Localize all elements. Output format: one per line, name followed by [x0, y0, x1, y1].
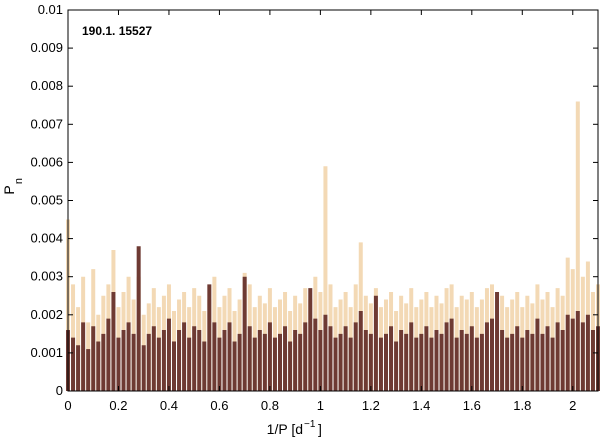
x-tick-label: 0.8 — [261, 398, 279, 413]
x-tick-label: 2 — [569, 398, 576, 413]
y-label: P — [1, 185, 17, 194]
y-label-sub: n — [13, 178, 25, 184]
x-tick-label: 1.6 — [463, 398, 481, 413]
x-label: 1/P [d — [267, 421, 303, 437]
y-tick-label: 0.009 — [30, 40, 63, 55]
x-tick-label: 1.2 — [362, 398, 380, 413]
y-tick-label: 0.006 — [30, 154, 63, 169]
y-tick-label: 0.004 — [30, 231, 63, 246]
x-tick-label: 1 — [317, 398, 324, 413]
x-tick-label: 1.8 — [513, 398, 531, 413]
y-tick-label: 0.003 — [30, 269, 63, 284]
y-tick-label: 0.01 — [38, 2, 63, 17]
y-tick-label: 0 — [56, 383, 63, 398]
x-tick-label: 0.4 — [160, 398, 178, 413]
x-label-end: ] — [318, 421, 322, 437]
x-tick-label: 1.4 — [412, 398, 430, 413]
y-tick-label: 0.005 — [30, 193, 63, 208]
x-tick-label: 0.2 — [109, 398, 127, 413]
x-label-sup: −1 — [304, 419, 316, 430]
x-tick-label: 0.6 — [210, 398, 228, 413]
x-tick-label: 0 — [64, 398, 71, 413]
y-tick-label: 0.007 — [30, 116, 63, 131]
y-tick-label: 0.002 — [30, 307, 63, 322]
plot-marks — [66, 101, 600, 391]
y-tick-label: 0.001 — [30, 345, 63, 360]
y-tick-label: 0.008 — [30, 78, 63, 93]
annotation: 190.1. 15527 — [82, 24, 152, 38]
